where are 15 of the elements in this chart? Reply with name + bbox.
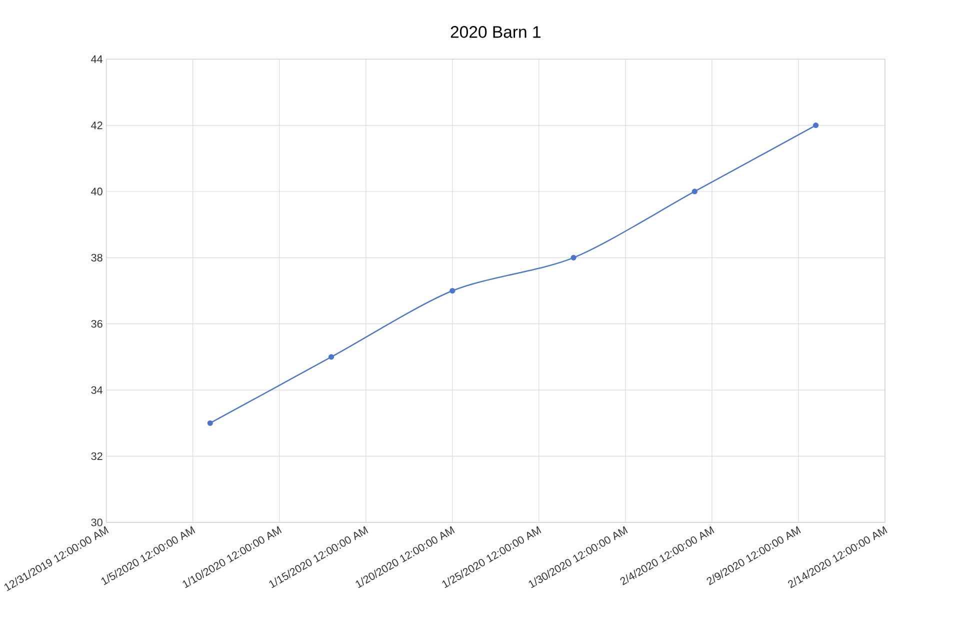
y-tick-label: 30: [91, 518, 102, 526]
point: [570, 255, 576, 261]
point: [692, 188, 698, 194]
point: [812, 122, 819, 128]
y-tick-label: 32: [91, 452, 102, 460]
y-tick-label: 40: [91, 188, 102, 196]
point: [328, 354, 334, 360]
chart-title: 2020 Barn 1: [450, 26, 540, 38]
y-tick-label: 34: [91, 386, 103, 394]
y-tick-label: 44: [91, 56, 103, 64]
point: [450, 288, 456, 294]
y-tick-label: 38: [91, 254, 102, 262]
y-tick-label: 42: [91, 122, 102, 130]
y-tick-label: 36: [91, 320, 102, 328]
point: [207, 420, 213, 426]
